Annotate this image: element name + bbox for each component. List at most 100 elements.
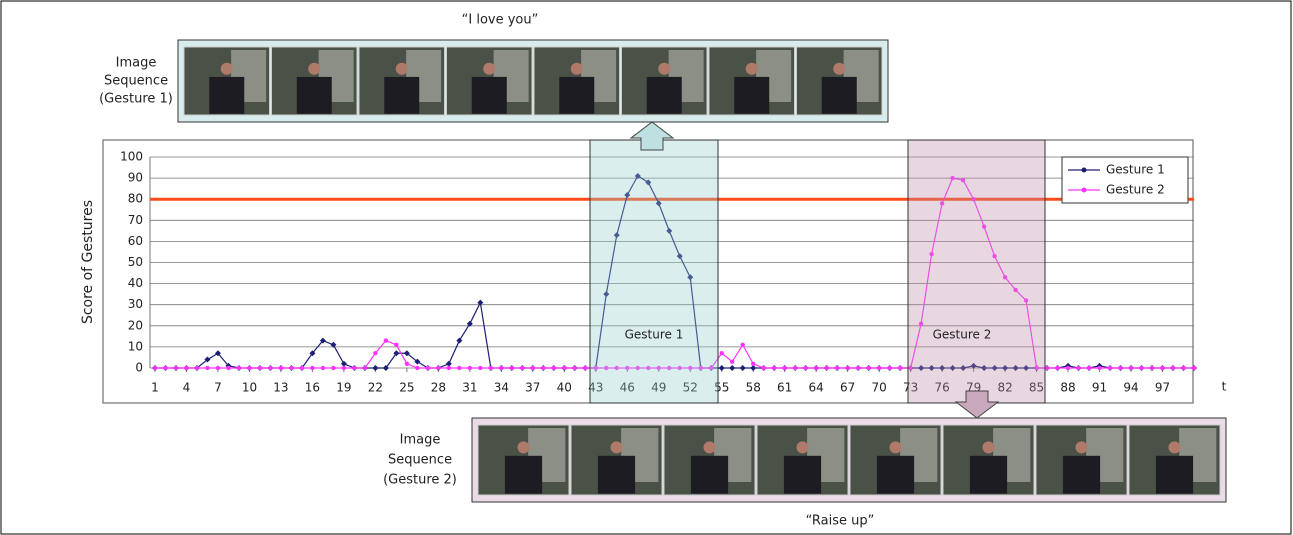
marker	[1066, 366, 1070, 370]
x-tick-label: 28	[431, 381, 446, 395]
x-tick-label: 40	[557, 381, 572, 395]
sequence-label: (Gesture 2)	[383, 473, 457, 488]
image-person	[658, 63, 670, 75]
marker	[531, 366, 535, 370]
marker	[762, 366, 766, 370]
x-tick-label: 70	[872, 381, 887, 395]
marker	[824, 366, 828, 370]
marker	[1108, 366, 1112, 370]
image-person	[221, 63, 233, 75]
bottom-caption: “Raise up”	[806, 514, 875, 529]
marker	[541, 366, 545, 370]
marker	[499, 366, 503, 370]
x-tick-label: 22	[368, 381, 383, 395]
image-body	[598, 456, 635, 494]
x-tick-label: 13	[273, 381, 288, 395]
image-person	[890, 441, 902, 453]
marker	[583, 366, 587, 370]
x-tick-label: 7	[214, 381, 222, 395]
y-tick-label: 30	[128, 297, 143, 311]
sequence-label: Image	[116, 56, 157, 71]
marker	[520, 366, 524, 370]
marker	[373, 351, 377, 355]
marker	[478, 366, 482, 370]
marker	[1118, 366, 1122, 370]
marker	[226, 366, 230, 370]
region-label: Gesture 2	[933, 328, 992, 342]
marker	[310, 366, 314, 370]
marker	[174, 366, 178, 370]
sequence-label: Sequence	[388, 453, 452, 468]
marker	[1076, 366, 1080, 370]
sequence-label: Image	[400, 433, 441, 448]
marker	[1129, 366, 1133, 370]
marker	[1171, 366, 1175, 370]
image-body	[505, 456, 542, 494]
marker	[384, 338, 388, 342]
y-tick-label: 10	[128, 339, 143, 353]
image-body	[647, 77, 682, 114]
image-body	[822, 77, 857, 114]
image-person	[518, 441, 530, 453]
region	[590, 140, 718, 403]
y-tick-label: 50	[128, 255, 143, 269]
x-tick-label: 25	[399, 381, 414, 395]
marker	[803, 366, 807, 370]
marker	[741, 343, 745, 347]
y-tick-label: 100	[120, 150, 143, 164]
marker	[468, 366, 472, 370]
image-body	[784, 456, 821, 494]
x-tick-label: 91	[1092, 381, 1107, 395]
marker	[447, 366, 451, 370]
marker	[782, 366, 786, 370]
image-person	[1076, 441, 1088, 453]
marker	[153, 366, 157, 370]
image-person	[833, 63, 845, 75]
image-body	[970, 456, 1007, 494]
marker	[845, 366, 849, 370]
marker	[1055, 366, 1059, 370]
legend-label: Gesture 1	[1106, 163, 1165, 177]
y-tick-label: 0	[135, 361, 143, 375]
marker	[772, 366, 776, 370]
legend-marker	[1082, 188, 1087, 193]
region	[908, 140, 1045, 403]
image-person	[483, 63, 495, 75]
marker	[730, 359, 734, 363]
y-tick-label: 70	[128, 213, 143, 227]
figure: “I love you” Image Sequence (Gesture 1) …	[0, 0, 1293, 535]
x-tick-label: 19	[336, 381, 351, 395]
marker	[342, 366, 346, 370]
marker	[887, 366, 891, 370]
image-person	[571, 63, 583, 75]
marker	[835, 366, 839, 370]
image-person	[746, 63, 758, 75]
marker	[258, 366, 262, 370]
marker	[1160, 366, 1164, 370]
marker	[1150, 366, 1154, 370]
marker	[856, 366, 860, 370]
image-body	[384, 77, 419, 114]
marker	[562, 366, 566, 370]
marker	[457, 366, 461, 370]
marker	[489, 366, 493, 370]
marker	[573, 366, 577, 370]
marker	[793, 366, 797, 370]
marker	[195, 366, 199, 370]
marker	[237, 366, 241, 370]
marker	[814, 366, 818, 370]
marker	[163, 366, 167, 370]
marker	[415, 366, 419, 370]
image-person	[704, 441, 716, 453]
marker	[300, 366, 304, 370]
marker	[247, 366, 251, 370]
x-tick-label: 34	[494, 381, 509, 395]
y-tick-label: 20	[128, 318, 143, 332]
marker	[1139, 366, 1143, 370]
marker	[1045, 366, 1049, 370]
region-label: Gesture 1	[625, 328, 684, 342]
marker	[552, 366, 556, 370]
image-body	[734, 77, 769, 114]
x-tick-label: 16	[305, 381, 320, 395]
